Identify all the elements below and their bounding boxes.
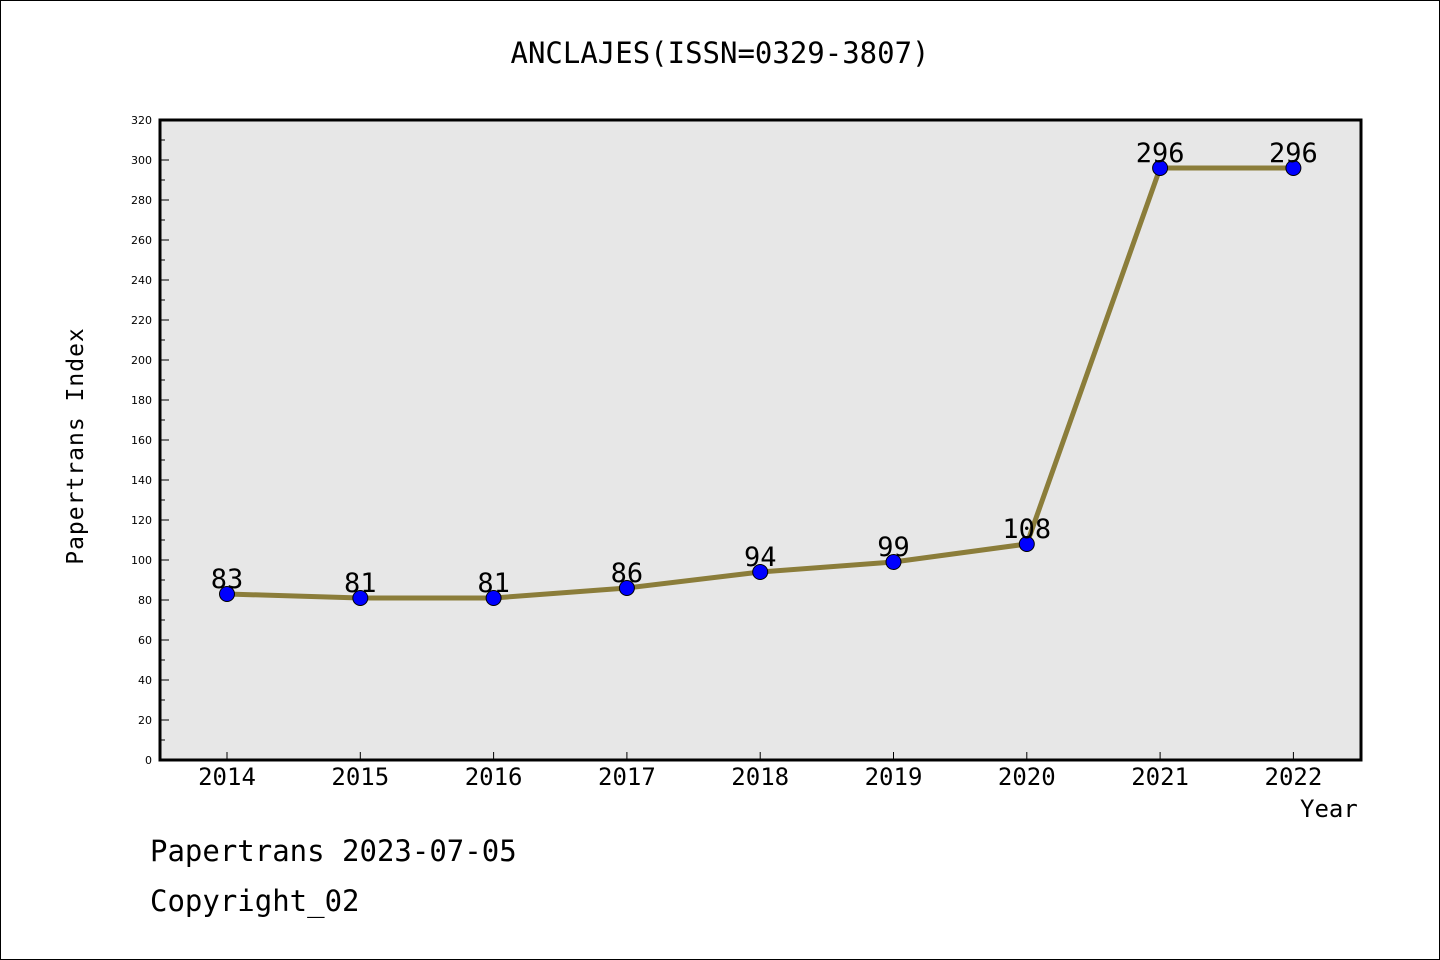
x-tick-label: 2015 (331, 763, 389, 791)
footer-copyright: Copyright_02 (150, 884, 360, 918)
x-tick-label: 2016 (465, 763, 523, 791)
y-tick-label: 0 (145, 754, 152, 767)
x-tick-label: 2019 (865, 763, 923, 791)
y-tick-label: 40 (138, 674, 152, 687)
y-tick-label: 60 (138, 634, 152, 647)
y-tick-label: 260 (131, 234, 152, 247)
data-label: 296 (1136, 138, 1185, 169)
data-label: 83 (211, 564, 244, 595)
y-tick-label: 140 (131, 474, 152, 487)
data-label: 81 (477, 568, 510, 599)
data-point (1018, 536, 1035, 552)
y-tick-label: 100 (131, 554, 152, 567)
plot-border (158, 118, 1363, 762)
y-tick-label: 280 (131, 194, 152, 207)
data-point (219, 586, 235, 602)
y-tick-label: 240 (131, 274, 152, 287)
y-tick-label: 180 (131, 394, 152, 407)
data-label: 81 (344, 568, 377, 599)
x-tick-label: 2014 (198, 763, 256, 791)
y-tick-label: 80 (138, 594, 152, 607)
y-tick-label: 120 (131, 514, 152, 527)
x-tick-label: 2021 (1131, 763, 1189, 791)
data-label: 108 (1002, 514, 1051, 545)
x-tick-label: 2020 (998, 763, 1056, 791)
data-point (1152, 160, 1169, 176)
data-point (1285, 160, 1302, 176)
data-point (618, 580, 635, 596)
data-label: 94 (744, 542, 777, 573)
y-tick-label: 200 (131, 354, 152, 367)
plot-area (160, 120, 1361, 760)
x-tick-label: 2017 (598, 763, 656, 791)
y-tick-label: 300 (131, 154, 152, 167)
y-tick-label: 160 (131, 434, 152, 447)
x-tick-label: 2018 (731, 763, 789, 791)
x-tick-label: 2022 (1265, 763, 1323, 791)
data-label: 296 (1269, 138, 1318, 169)
chart-title: ANCLAJES(ISSN=0329-3807) (510, 36, 930, 70)
footer-source: Papertrans 2023-07-05 (150, 834, 517, 868)
y-tick-label: 320 (131, 114, 152, 127)
data-label: 99 (877, 532, 910, 563)
y-tick-label: 220 (131, 314, 152, 327)
y-tick-label: 20 (138, 714, 152, 727)
data-point (352, 590, 369, 606)
data-point (752, 564, 769, 580)
data-label: 86 (611, 558, 644, 589)
x-axis-label: Year (1300, 795, 1358, 823)
data-point (885, 554, 902, 570)
data-point (485, 590, 502, 606)
